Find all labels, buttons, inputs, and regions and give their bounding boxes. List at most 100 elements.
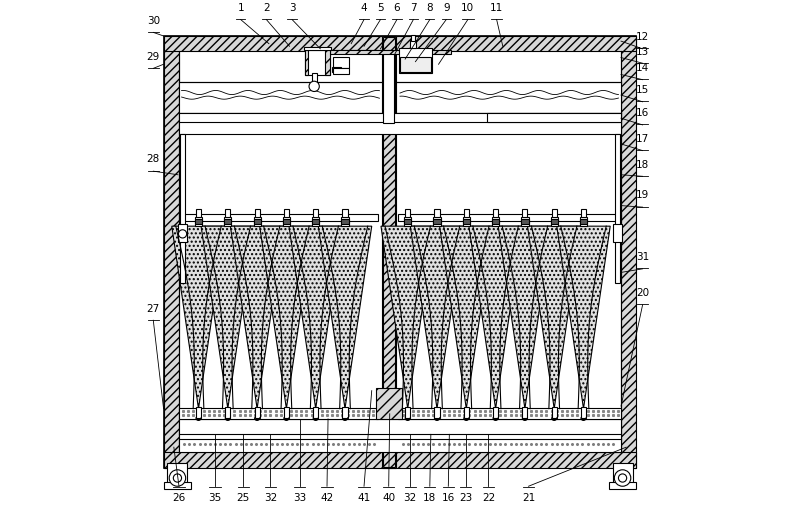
Bar xyxy=(224,219,231,224)
Text: 2: 2 xyxy=(263,3,270,13)
Bar xyxy=(179,214,378,221)
Bar xyxy=(313,407,318,418)
Bar xyxy=(410,40,417,48)
Text: 4: 4 xyxy=(361,3,367,13)
Bar xyxy=(492,217,499,226)
Bar xyxy=(487,113,621,122)
Bar xyxy=(580,217,587,226)
Bar xyxy=(196,209,201,217)
Bar xyxy=(552,407,557,418)
Bar xyxy=(434,209,439,217)
Circle shape xyxy=(309,81,319,91)
Bar xyxy=(305,50,308,75)
Bar xyxy=(405,209,410,217)
Circle shape xyxy=(174,474,182,482)
Bar xyxy=(196,407,201,418)
Bar xyxy=(332,67,342,72)
Text: 1: 1 xyxy=(238,3,244,13)
Bar xyxy=(383,51,394,123)
Bar xyxy=(254,209,260,217)
Bar xyxy=(613,463,634,483)
Bar xyxy=(179,419,621,452)
Circle shape xyxy=(614,470,630,486)
Bar xyxy=(323,50,451,54)
Bar xyxy=(464,407,469,418)
Bar xyxy=(333,57,349,68)
Bar xyxy=(493,209,498,217)
Bar xyxy=(405,407,410,418)
Bar xyxy=(550,219,558,224)
Bar xyxy=(284,209,289,217)
Bar xyxy=(552,209,557,217)
Polygon shape xyxy=(557,226,610,409)
Text: 3: 3 xyxy=(289,3,295,13)
Bar xyxy=(398,214,621,221)
Bar xyxy=(163,452,637,468)
Text: 11: 11 xyxy=(490,3,503,13)
Text: 42: 42 xyxy=(320,493,334,503)
Polygon shape xyxy=(498,226,552,409)
Bar xyxy=(195,219,202,224)
Bar xyxy=(621,36,637,468)
Bar xyxy=(311,73,317,82)
Text: 21: 21 xyxy=(522,493,535,503)
Text: 40: 40 xyxy=(382,493,395,503)
Bar xyxy=(615,134,620,283)
Polygon shape xyxy=(230,226,284,409)
Bar xyxy=(305,50,330,75)
Text: 23: 23 xyxy=(459,493,473,503)
Bar xyxy=(312,217,319,226)
Polygon shape xyxy=(318,226,372,409)
Text: 22: 22 xyxy=(482,493,495,503)
Text: 33: 33 xyxy=(293,493,306,503)
Bar xyxy=(226,209,230,217)
Polygon shape xyxy=(172,226,226,409)
Bar xyxy=(404,217,411,226)
Bar xyxy=(312,219,319,224)
Bar xyxy=(226,407,230,418)
Bar xyxy=(434,217,441,226)
Bar xyxy=(224,217,231,226)
Polygon shape xyxy=(289,226,342,409)
Polygon shape xyxy=(381,226,434,409)
Text: 6: 6 xyxy=(394,3,400,13)
Bar xyxy=(304,47,330,50)
Text: 25: 25 xyxy=(237,493,250,503)
Bar xyxy=(581,407,586,418)
Bar xyxy=(179,82,621,113)
Bar xyxy=(580,219,587,224)
Text: 27: 27 xyxy=(146,304,160,314)
Text: 17: 17 xyxy=(636,134,650,144)
Bar xyxy=(522,209,527,217)
Text: 16: 16 xyxy=(636,108,650,118)
Bar xyxy=(581,209,586,217)
Text: 7: 7 xyxy=(410,3,417,13)
Bar xyxy=(179,408,378,419)
Text: 41: 41 xyxy=(358,493,370,503)
Text: 12: 12 xyxy=(636,32,650,42)
Bar xyxy=(180,134,185,283)
Bar xyxy=(522,219,529,224)
Bar xyxy=(399,48,432,73)
Bar xyxy=(283,217,290,226)
Bar xyxy=(404,219,411,224)
Circle shape xyxy=(618,474,626,482)
Bar xyxy=(493,407,498,418)
Polygon shape xyxy=(439,226,493,409)
Bar xyxy=(400,57,431,72)
Bar xyxy=(163,36,637,51)
Bar xyxy=(284,407,289,418)
Bar xyxy=(522,217,529,226)
Bar xyxy=(254,219,261,224)
Text: 20: 20 xyxy=(636,288,649,298)
Bar xyxy=(382,36,397,468)
Bar xyxy=(411,35,415,41)
Polygon shape xyxy=(260,226,313,409)
Bar xyxy=(342,217,349,226)
Bar xyxy=(179,122,621,134)
Bar xyxy=(254,217,261,226)
Bar xyxy=(342,407,347,418)
Bar xyxy=(179,113,621,123)
Bar xyxy=(522,407,527,418)
Bar xyxy=(550,217,558,226)
